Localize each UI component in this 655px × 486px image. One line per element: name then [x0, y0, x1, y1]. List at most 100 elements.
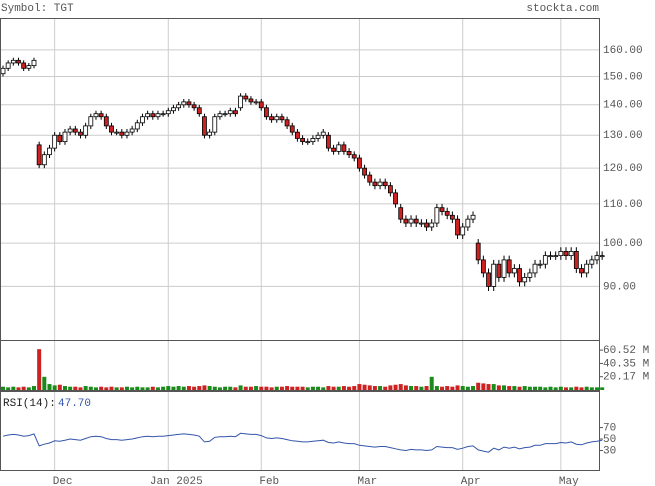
symbol: Symbol: TGT	[1, 3, 74, 15]
candle-body	[460, 226, 466, 236]
candle-body	[496, 263, 502, 278]
candle-body	[331, 147, 336, 152]
candle-body	[191, 104, 197, 109]
volume-bar	[579, 387, 584, 390]
volume-bar	[290, 386, 295, 390]
candle-body	[584, 263, 590, 274]
candle-body	[124, 131, 130, 136]
candle-body	[408, 218, 414, 224]
candle-body	[542, 255, 548, 265]
volume-bar	[145, 387, 150, 390]
volume-bar	[372, 386, 377, 390]
volume-bar	[538, 386, 543, 390]
volume-bar	[93, 387, 98, 390]
candle-body	[88, 116, 94, 127]
volume-bar	[1, 386, 5, 390]
x-tick-label: May	[559, 476, 579, 486]
candle-body	[310, 138, 316, 143]
x-tick-label: Feb	[259, 476, 279, 486]
candle-body	[305, 141, 311, 144]
candle-body	[377, 181, 383, 187]
candle-body	[517, 268, 522, 283]
volume-bar	[259, 386, 264, 390]
volume-bar	[403, 385, 408, 390]
y-tick-label: 150.00	[603, 71, 643, 83]
volume-bar	[398, 384, 403, 390]
candle-body	[78, 131, 83, 136]
y-tick-label: 130.00	[603, 130, 643, 142]
volume-bar	[73, 386, 78, 390]
candle-body	[119, 131, 125, 136]
volume-bar	[465, 386, 470, 390]
volume-bar	[119, 387, 124, 390]
x-tick-label: Dec	[53, 476, 73, 486]
volume-panel	[0, 340, 600, 391]
candle-body	[47, 147, 52, 156]
y-tick-label: 50	[603, 434, 616, 446]
volume-bar	[11, 386, 16, 390]
candle-body	[548, 255, 553, 258]
candle-body	[320, 131, 326, 136]
volume-bar	[243, 386, 248, 390]
volume-bar	[26, 387, 31, 390]
candle-body	[150, 113, 156, 118]
candle-body	[145, 113, 151, 118]
candle-body	[109, 125, 114, 133]
volume-bar	[589, 387, 594, 390]
volume-bar	[502, 385, 507, 390]
volume-bar	[233, 387, 238, 390]
volume-bar	[414, 386, 419, 390]
candle-body	[222, 113, 228, 116]
candle-body	[284, 119, 290, 127]
candle-body	[455, 218, 460, 236]
volume-bar	[31, 386, 36, 390]
candle-body	[398, 207, 404, 220]
volume-bar	[460, 386, 465, 390]
volume-bar	[62, 386, 67, 390]
volume-bar	[285, 386, 290, 390]
volume-bar	[496, 385, 501, 390]
candle-body	[129, 128, 135, 133]
candle-body	[140, 116, 145, 124]
candle-body	[134, 122, 140, 130]
volume-bar	[197, 386, 202, 390]
volume-bar	[47, 384, 52, 390]
volume-bar	[274, 386, 279, 390]
volume-bar	[104, 387, 109, 390]
candle-body	[444, 211, 450, 216]
candle-body	[532, 263, 538, 274]
volume-bar	[78, 387, 83, 390]
volume-bar	[548, 386, 553, 390]
volume-bar	[434, 386, 439, 390]
candle-body	[36, 144, 42, 166]
candle-body	[558, 251, 564, 257]
candle-body	[491, 263, 497, 287]
candle-body	[439, 207, 445, 212]
volume-bar	[321, 387, 326, 390]
volume-bar	[522, 386, 527, 390]
candle-body	[165, 110, 171, 115]
candle-body	[336, 144, 342, 152]
y-tick-label: 120.00	[603, 163, 643, 175]
candle-body	[279, 116, 285, 121]
volume-bar	[564, 387, 569, 390]
volume-bar	[223, 386, 228, 390]
candle-body	[393, 192, 398, 205]
volume-bar	[228, 386, 233, 390]
x-tick-label: Apr	[461, 476, 481, 486]
candle-body	[238, 95, 244, 109]
candle-body	[217, 113, 223, 118]
y-tick-label: 70	[603, 422, 616, 434]
candle-body	[346, 150, 352, 156]
candle-body	[243, 95, 249, 100]
volume-bar	[57, 384, 62, 390]
candle-body	[0, 67, 6, 75]
candle-body	[351, 154, 357, 159]
volume-bar	[114, 387, 119, 390]
candle-body	[16, 59, 21, 64]
candle-body	[589, 259, 595, 265]
volume-bar	[471, 386, 476, 390]
candle-body	[511, 268, 517, 274]
volume-bar	[574, 386, 579, 390]
candle-body	[553, 255, 559, 258]
